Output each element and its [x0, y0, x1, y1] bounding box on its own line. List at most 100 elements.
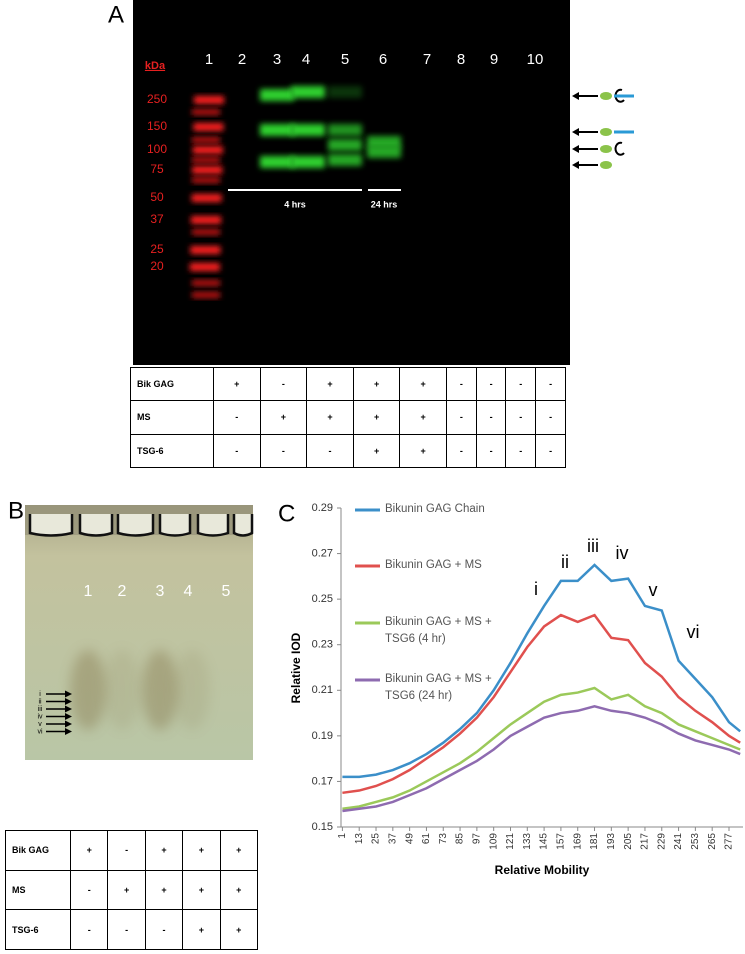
table-row: Bik GAG + - + + + - - - - [130, 366, 566, 402]
legend-entry: Bikunin GAG + MS + TSG6 (24 hr) [385, 673, 492, 702]
arrow-head [65, 720, 72, 728]
y-tick-label: 0.29 [312, 502, 333, 514]
lane-number: 2 [118, 583, 127, 600]
protein-band [260, 156, 294, 168]
marker-label: 100 [147, 142, 167, 156]
marker-label: 150 [147, 119, 167, 133]
data-line [342, 613, 741, 795]
peak-annotation: iv [616, 543, 629, 563]
y-axis-title: Relative IOD [289, 632, 303, 703]
marker-band [189, 263, 220, 271]
lane-number: 2 [238, 51, 246, 68]
x-tick-label: 157 [556, 833, 567, 850]
band-numeral: iv [37, 713, 43, 720]
table-cell: - [445, 366, 477, 402]
lane-number: 1 [84, 583, 93, 600]
table-cell: - [144, 909, 184, 950]
table-cell: Bik GAG [130, 366, 214, 402]
protein-band [367, 136, 401, 148]
protein-icon [600, 145, 612, 153]
arrow-head [65, 690, 72, 698]
panel-label: C [278, 500, 295, 527]
band-numeral: v [38, 721, 42, 728]
x-tick-label: 49 [404, 833, 415, 845]
table-cell: + [107, 869, 146, 911]
peak-annotation: v [649, 580, 658, 600]
marker-label: 37 [150, 212, 164, 226]
table-cell: - [445, 433, 477, 469]
table-cell: - [259, 433, 308, 469]
time-label: 4 hrs [122, 769, 153, 784]
x-tick-label: 265 [707, 833, 718, 850]
arrow-head [65, 713, 72, 720]
x-tick-label: 229 [656, 833, 667, 850]
marker-band [192, 229, 220, 235]
table-cell: + [352, 366, 401, 402]
x-tick-label: 169 [572, 833, 583, 850]
y-tick-label: 0.27 [312, 547, 333, 559]
data-line [342, 563, 741, 779]
x-tick-label: 61 [421, 833, 432, 845]
marker-band [192, 177, 220, 183]
table-cell: TSG-6 [5, 909, 71, 950]
table-cell: + [182, 830, 221, 871]
marker-label: 20 [150, 259, 164, 273]
table-cell: + [213, 366, 261, 402]
band-numeral: iii [38, 706, 43, 713]
table-cell: + [219, 909, 259, 950]
band-numeral: i [39, 691, 41, 698]
table-cell: MS [5, 869, 71, 911]
gag-smear [70, 650, 106, 730]
table-row: MS - + + + + - - - - [130, 400, 566, 435]
x-tick-label: 217 [640, 833, 651, 850]
table-cell: - [69, 909, 109, 950]
peak-annotation: i [534, 579, 538, 599]
table-cell: + [352, 433, 401, 469]
protein-band [328, 154, 362, 166]
table-cell: TSG-6 [130, 433, 214, 469]
gel-well [78, 514, 114, 537]
gag-smear [142, 650, 178, 730]
panel-label: B [8, 497, 24, 524]
protein-band [291, 124, 325, 136]
x-tick-label: 121 [505, 833, 516, 850]
x-tick-label: 97 [472, 833, 483, 845]
marker-band [192, 292, 220, 298]
lane-number: 10 [527, 51, 544, 68]
gel-well [28, 514, 74, 537]
x-tick-label: 85 [455, 833, 466, 845]
table-cell: - [107, 909, 146, 950]
x-axis-title: Relative Mobility [495, 863, 590, 877]
y-tick-label: 0.21 [312, 684, 333, 696]
silver-gel [25, 505, 253, 760]
arrow-head [65, 728, 72, 735]
legend-entry: Bikunin GAG + MS + TSG6 (4 hr) [385, 616, 492, 645]
table-cell: + [219, 869, 259, 911]
x-tick-label: 241 [673, 833, 684, 850]
protein-icon [600, 161, 612, 169]
arrow-head [572, 161, 579, 169]
lane-number: 3 [156, 583, 165, 600]
marker-label: 50 [150, 190, 164, 204]
x-tick-label: 13 [354, 833, 365, 845]
arrow-head [572, 92, 579, 100]
protein-icon [600, 92, 612, 100]
table-row: Bik GAG + - + + + [5, 830, 259, 871]
x-tick-label: 181 [589, 833, 600, 850]
table-cell: + [219, 830, 259, 871]
lane-number: 1 [205, 51, 213, 68]
table-cell: - [69, 869, 109, 911]
marker-band [191, 216, 221, 224]
time-label: 24 hrs [209, 769, 247, 784]
gag-smear [174, 650, 210, 730]
table-cell: - [259, 366, 308, 402]
table-cell: - [475, 433, 507, 469]
table-cell: + [352, 400, 401, 435]
table-cell: Bik GAG [5, 830, 71, 871]
table-cell: - [505, 433, 537, 469]
lane-number: 5 [222, 583, 231, 600]
arrow-head [572, 145, 579, 153]
protein-icon [600, 128, 612, 136]
panel-label: A [108, 1, 124, 28]
arrow-head [65, 698, 72, 705]
